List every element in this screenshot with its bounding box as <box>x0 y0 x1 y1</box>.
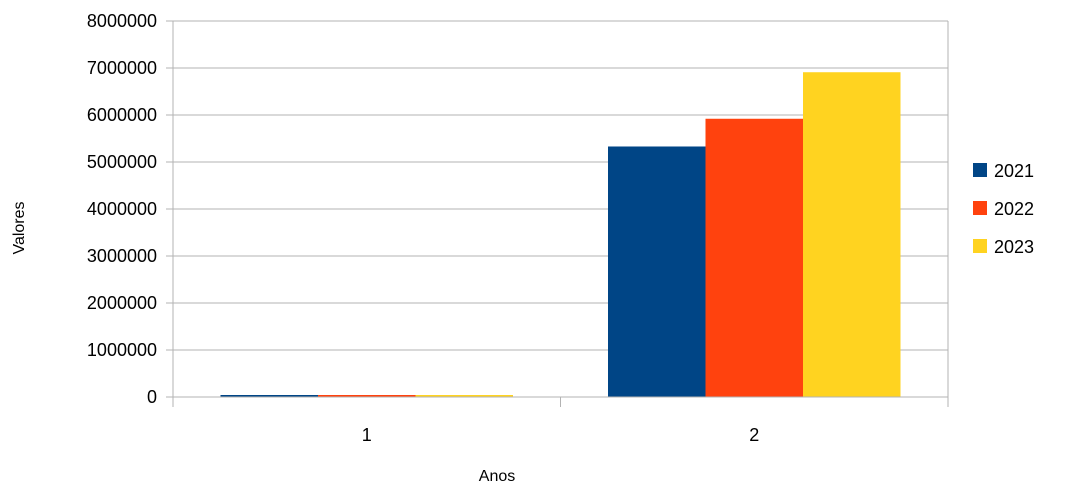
legend-swatch-2023 <box>973 239 987 253</box>
y-tick-label: 8000000 <box>87 11 157 31</box>
legend-swatch-2021 <box>973 163 987 177</box>
y-tick-label: 2000000 <box>87 293 157 313</box>
y-axis-title: Valores <box>11 201 28 254</box>
y-tick-label: 5000000 <box>87 152 157 172</box>
y-tick-label: 0 <box>147 387 157 407</box>
y-tick-label: 3000000 <box>87 246 157 266</box>
legend-swatch-2022 <box>973 201 987 215</box>
bar-2021-2 <box>608 146 706 397</box>
x-tick-label: 1 <box>362 425 372 445</box>
y-tick-label: 4000000 <box>87 199 157 219</box>
x-axis-title: Anos <box>479 468 515 485</box>
gridlines <box>166 20 948 398</box>
bar-2023-2 <box>803 72 901 397</box>
bar-2023-1 <box>415 395 513 397</box>
legend-label-2023: 2023 <box>994 237 1034 257</box>
bars <box>220 72 901 397</box>
legend-label-2022: 2022 <box>994 199 1034 219</box>
legend-label-2021: 2021 <box>994 161 1034 181</box>
y-tick-label: 7000000 <box>87 58 157 78</box>
legend: 2021 2022 2023 <box>973 161 1034 257</box>
y-tick-label: 6000000 <box>87 105 157 125</box>
axes <box>172 21 949 407</box>
bar-2022-2 <box>705 118 803 397</box>
bar-2022-1 <box>318 395 416 397</box>
x-tick-label: 2 <box>749 425 759 445</box>
bar-2021-1 <box>220 395 318 397</box>
y-tick-label: 1000000 <box>87 340 157 360</box>
y-tick-labels: 0 1000000 2000000 3000000 4000000 5000000 6000… <box>87 11 157 407</box>
